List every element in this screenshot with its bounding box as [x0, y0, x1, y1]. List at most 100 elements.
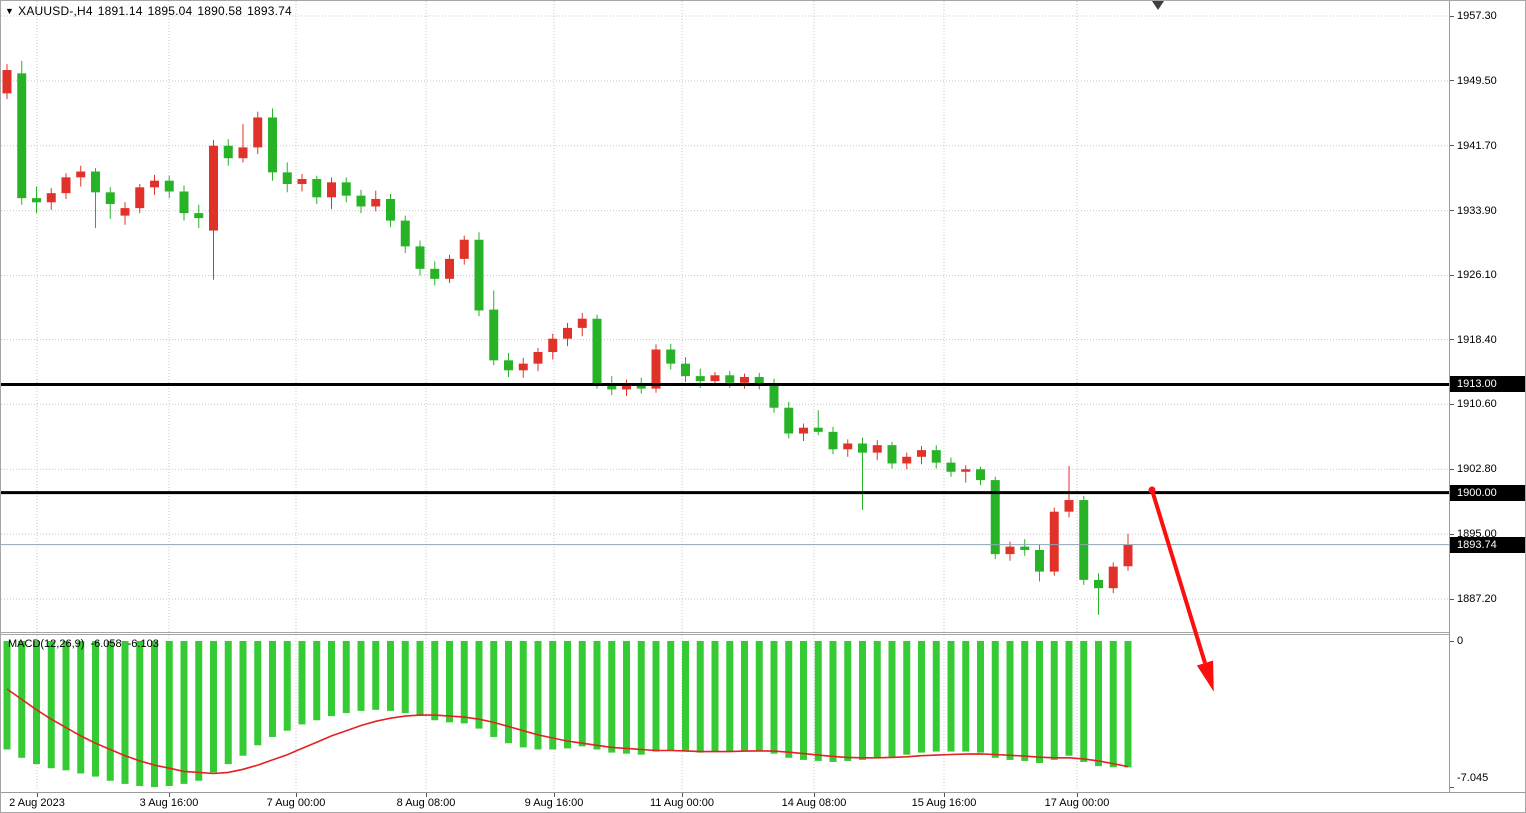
macd-histogram-bar [357, 641, 365, 711]
macd-histogram-bar [755, 641, 763, 751]
time-tick-label: 11 Aug 00:00 [649, 797, 715, 809]
time-tick-mark [36, 793, 38, 797]
ohlc-open: 1891.14 [97, 4, 143, 18]
candle-body [76, 171, 86, 178]
price-tick-mark [1450, 533, 1454, 535]
candle-body [666, 349, 676, 364]
candle-body [327, 182, 336, 198]
candle-body [91, 171, 100, 193]
macd-histogram-bar [859, 641, 866, 760]
candle-body [238, 147, 248, 159]
price-tick-mark [1450, 145, 1454, 147]
price-badge: 1893.74 [1450, 536, 1525, 553]
macd-histogram-bar [283, 641, 291, 731]
time-tick-mark [295, 793, 297, 797]
macd-tick-label: 0 [1457, 635, 1464, 647]
macd-histogram-bar [770, 641, 778, 754]
macd-histogram-bar [519, 641, 527, 748]
macd-histogram-bar [313, 641, 321, 721]
candle-body [105, 192, 115, 204]
macd-histogram-bar [460, 641, 468, 724]
macd-histogram-bar [431, 641, 439, 721]
candle-body [533, 352, 543, 364]
price-axis[interactable]: 1957.30 1949.50 1941.70 1933.90 1926.10 1918.… [1449, 1, 1525, 792]
candle-body [474, 239, 484, 311]
macd-histogram-bar [1050, 641, 1058, 760]
macd-signal-value: -6.103 [127, 638, 159, 650]
candle-body [1123, 544, 1133, 567]
macd-histogram-bar [814, 641, 822, 761]
time-tick-mark [813, 793, 815, 797]
macd-histogram-bar [888, 641, 896, 757]
macd-histogram-bar [121, 641, 129, 784]
macd-histogram-bar [372, 641, 380, 710]
chart-canvas[interactable] [1, 1, 1449, 792]
candle-body [872, 445, 882, 453]
macd-histogram-bar [785, 641, 793, 758]
macd-histogram-bar [844, 641, 852, 761]
candle-body [858, 443, 867, 453]
macd-histogram-bar [932, 641, 940, 752]
candle-body [223, 145, 233, 159]
candle-body [1079, 500, 1089, 580]
trend-arrow-head-icon[interactable] [1196, 660, 1214, 692]
macd-histogram-bar [342, 641, 350, 713]
candle-body [386, 198, 395, 221]
macd-tick-mark [1450, 787, 1454, 789]
time-tick-label: 2 Aug 2023 [9, 797, 65, 809]
time-axis[interactable]: 2 Aug 2023 3 Aug 16:00 7 Aug 00:00 8 Aug 08… [1, 792, 1525, 812]
time-tick-label: 14 Aug 08:00 [781, 797, 847, 809]
candle-body [489, 309, 499, 361]
trend-arrow-origin-dot [1148, 486, 1156, 494]
macd-histogram-bar [741, 641, 748, 751]
candle-body [695, 376, 705, 382]
trend-arrow-line[interactable] [1150, 489, 1207, 664]
macd-histogram-bar [92, 641, 99, 777]
candle-body [268, 117, 277, 173]
price-tick-label: 1926.10 [1457, 269, 1497, 282]
candle-body [917, 450, 926, 457]
candle-body [297, 179, 307, 185]
macd-histogram-bar [210, 641, 217, 773]
time-tick-mark [168, 793, 170, 797]
price-tick-mark [1450, 210, 1454, 212]
macd-histogram-bar [829, 641, 837, 762]
candle-body [1005, 546, 1015, 555]
macd-histogram-bar [1036, 641, 1043, 764]
candle-body [61, 177, 71, 194]
macd-histogram-bar [298, 641, 306, 725]
macd-histogram-bar [711, 641, 719, 752]
macd-histogram-bar [1021, 641, 1029, 761]
time-tick-label: 17 Aug 00:00 [1044, 797, 1110, 809]
macd-histogram-bar [3, 641, 11, 750]
price-badge: 1913.00 [1450, 376, 1525, 393]
macd-histogram-bar [136, 641, 144, 786]
candle-body [887, 445, 897, 464]
macd-tick-label: -7.045 [1457, 772, 1489, 784]
macd-histogram-bar [637, 641, 645, 755]
macd-histogram-bar [564, 641, 571, 749]
macd-histogram-bar [165, 641, 173, 786]
candle-body [607, 383, 617, 390]
symbol-marker-icon: ▼ [5, 6, 15, 16]
time-tick-label: 3 Aug 16:00 [139, 797, 199, 809]
candle-body [504, 360, 513, 371]
macd-histogram-bar [151, 641, 158, 788]
macd-histogram-bar [578, 641, 586, 747]
candle-body [459, 239, 469, 259]
macd-histogram-bar [962, 641, 970, 752]
candle-body [843, 443, 853, 450]
candle-body [681, 363, 690, 377]
candle-body [813, 427, 823, 432]
candle-body [931, 450, 941, 463]
price-tick-label: 1933.90 [1457, 204, 1497, 217]
time-tick-mark [553, 793, 555, 797]
candle-body [46, 193, 56, 203]
candle-body [740, 376, 749, 383]
chart-title: ▼ XAUUSD-,H4 1891.14 1895.04 1890.58 1893.74 [5, 4, 292, 18]
macd-histogram-bar [696, 641, 704, 753]
candle-body [769, 385, 779, 408]
macd-name: MACD(12,26,9) [8, 638, 85, 650]
macd-histogram-bar [269, 641, 276, 737]
price-tick-mark [1450, 468, 1454, 470]
